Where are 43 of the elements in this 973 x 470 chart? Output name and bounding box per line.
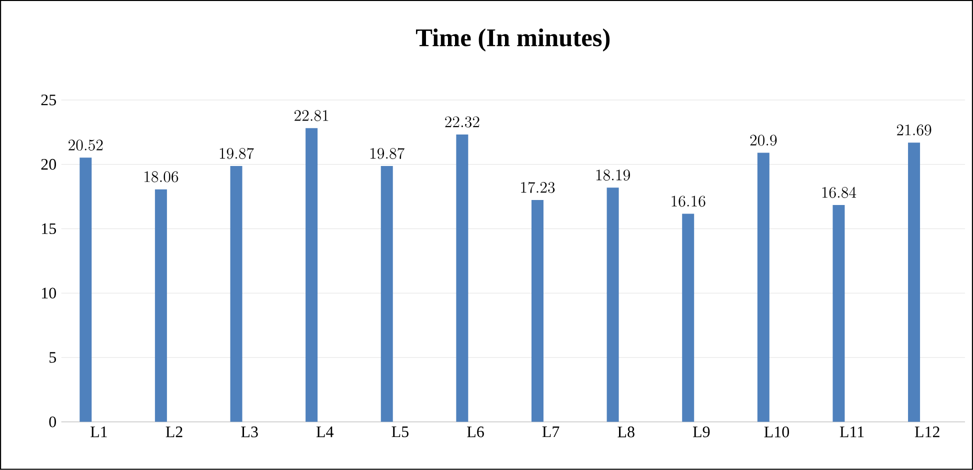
data-label: 19.87	[370, 148, 404, 160]
x-tick-label: L5	[392, 426, 408, 438]
data-label: 21 .69	[896, 124, 932, 136]
data-label: 16. 16	[672, 196, 706, 207]
bar	[80, 158, 92, 422]
data-label: 19.87	[220, 148, 254, 160]
bar	[757, 152, 770, 422]
data-label: 18. 19	[596, 170, 630, 181]
bar	[606, 188, 619, 422]
data-label: 22.81	[294, 110, 328, 122]
x-tick-label: L10	[764, 426, 790, 438]
y-tick-label: 20	[41, 159, 56, 170]
bar	[832, 205, 845, 422]
chart-title: Time (In minutes)	[416, 28, 610, 52]
y-tick-label: 15	[42, 223, 56, 234]
y-tick-label: 0	[49, 416, 56, 428]
data-label: 18.06	[144, 171, 178, 182]
x-tick-label: L1	[90, 426, 107, 438]
y-tick-label: 10	[42, 288, 56, 299]
y-tick-label: 5	[50, 352, 56, 363]
x-tick-label: L3	[241, 426, 258, 438]
bar	[380, 166, 393, 422]
data-label: 20.52	[68, 140, 103, 151]
bar	[306, 128, 318, 422]
x-tick-label: L6	[467, 426, 484, 438]
data-label: 20.9	[750, 134, 777, 146]
bar	[908, 142, 920, 422]
x-tick-label: L12	[914, 426, 940, 438]
x-tick-label: L9	[693, 426, 710, 438]
x-tick-label: L7	[542, 426, 560, 438]
bar	[154, 189, 167, 422]
data-label: 17.23	[521, 182, 555, 194]
data-label: 22.32	[445, 116, 480, 128]
bar	[456, 134, 468, 422]
data-label: 16.84	[822, 186, 856, 198]
x-tick-label: L2	[166, 426, 182, 438]
bar	[682, 214, 694, 422]
x-tick-label: L8	[618, 426, 634, 438]
bar	[531, 200, 544, 422]
y-tick-label: 25	[41, 94, 56, 106]
x-tick-label: L4	[316, 426, 334, 438]
bar	[230, 166, 242, 422]
x-tick-label: L11	[840, 426, 864, 438]
